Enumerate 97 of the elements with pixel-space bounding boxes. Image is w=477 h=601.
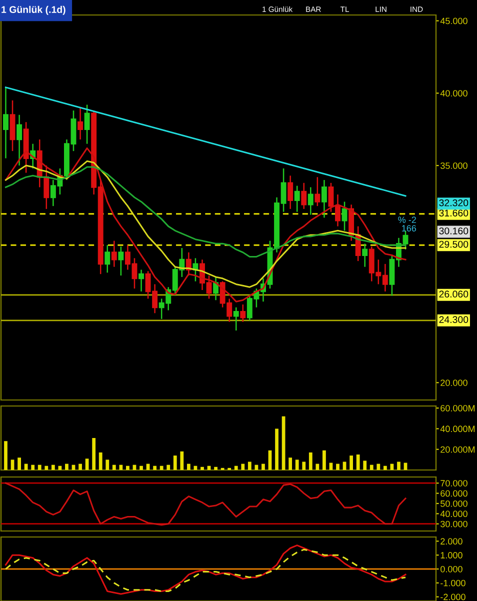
candlestick bbox=[233, 306, 239, 332]
ref-line-label: 31.660 bbox=[439, 210, 468, 216]
y-tick-label: 0.000 bbox=[440, 566, 462, 572]
candlestick bbox=[308, 186, 314, 216]
line-series bbox=[4, 482, 406, 526]
bar bbox=[180, 451, 184, 470]
bar bbox=[363, 460, 367, 470]
bar bbox=[248, 462, 252, 470]
ref-line-label: 26.060 bbox=[439, 290, 468, 298]
y-tick-label: 20.000 bbox=[440, 380, 468, 386]
bar bbox=[370, 464, 374, 470]
bar bbox=[119, 464, 123, 470]
candlestick bbox=[294, 185, 300, 212]
y-tick-label: 40.000 bbox=[440, 510, 468, 518]
candlestick bbox=[118, 246, 124, 276]
bar bbox=[126, 466, 130, 470]
bar bbox=[31, 464, 35, 470]
bar bbox=[85, 458, 89, 470]
candlestick bbox=[362, 243, 368, 268]
bar bbox=[308, 452, 312, 470]
y-tick-label: 60.000 bbox=[440, 490, 468, 497]
bar bbox=[356, 454, 360, 470]
y-tick-label: 45.000 bbox=[440, 18, 468, 24]
bar bbox=[166, 464, 170, 470]
candlestick bbox=[328, 182, 334, 212]
bar bbox=[153, 466, 156, 470]
bar bbox=[186, 464, 190, 470]
y-tick-label: -1.000 bbox=[440, 580, 466, 586]
y-tick-label: 50.000 bbox=[440, 500, 468, 507]
bar bbox=[295, 460, 299, 470]
bar bbox=[38, 464, 42, 470]
candlestick bbox=[3, 86, 8, 159]
y-tick-label: 30.000 bbox=[440, 520, 468, 528]
candlestick bbox=[301, 182, 307, 210]
text: 32.320 bbox=[439, 199, 468, 206]
candlestick bbox=[16, 114, 22, 166]
bar bbox=[322, 450, 326, 470]
candlestick bbox=[321, 179, 327, 218]
candlestick bbox=[78, 107, 84, 140]
candlestick bbox=[84, 104, 90, 144]
candlestick bbox=[240, 304, 246, 322]
bar bbox=[254, 464, 258, 470]
y-tick-label: 40.000 bbox=[440, 90, 468, 97]
candlestick bbox=[138, 269, 144, 292]
y-tick-label: 1.000 bbox=[440, 552, 462, 558]
bar bbox=[4, 441, 8, 470]
bar bbox=[383, 466, 387, 470]
bar bbox=[173, 456, 177, 470]
bar bbox=[262, 464, 265, 470]
annotation: 166 bbox=[402, 225, 416, 232]
bar bbox=[336, 464, 340, 470]
bar bbox=[106, 460, 110, 470]
ref-line-label: 24.300 bbox=[439, 316, 468, 324]
bar bbox=[342, 462, 346, 470]
candlestick bbox=[186, 252, 192, 276]
y-tick-label: 40.000M bbox=[440, 426, 475, 432]
ref-line-label: 29.500 bbox=[439, 240, 468, 248]
y-tick-label: 70.000 bbox=[440, 480, 468, 486]
y-tick-label: 20.000M bbox=[440, 446, 475, 453]
candlestick bbox=[44, 164, 50, 210]
bar bbox=[98, 452, 102, 470]
chart-title: 1 Günlük (.1d) bbox=[2, 6, 66, 15]
candlestick bbox=[111, 240, 117, 268]
y-tick-label: 35.000 bbox=[440, 162, 468, 169]
bar bbox=[275, 428, 278, 470]
bar bbox=[51, 464, 55, 470]
bar bbox=[160, 466, 164, 470]
y-tick-label: 2.000 bbox=[440, 538, 462, 545]
bar bbox=[376, 464, 380, 470]
bar bbox=[10, 460, 14, 470]
bar bbox=[44, 466, 48, 470]
bar bbox=[350, 456, 353, 470]
candlestick bbox=[104, 244, 110, 274]
bar bbox=[302, 462, 306, 470]
bar bbox=[18, 458, 21, 470]
candlestick bbox=[288, 175, 294, 210]
text: 30.160 bbox=[439, 227, 468, 234]
annotation: % -2 bbox=[398, 216, 416, 223]
bar bbox=[316, 464, 320, 470]
bar bbox=[397, 462, 400, 470]
candlestick bbox=[342, 201, 348, 232]
bar bbox=[200, 466, 204, 470]
bar bbox=[65, 464, 68, 470]
y-tick-label: -2.000 bbox=[440, 594, 466, 600]
bar bbox=[92, 438, 96, 470]
bar bbox=[214, 466, 218, 470]
candlestick bbox=[314, 176, 320, 207]
y-tick-label: 60.000M bbox=[440, 405, 475, 412]
bar bbox=[78, 464, 82, 470]
bar bbox=[241, 464, 245, 470]
candlestick bbox=[213, 276, 219, 301]
bar bbox=[140, 466, 143, 470]
bar bbox=[234, 466, 238, 470]
bar bbox=[24, 464, 28, 470]
bar bbox=[288, 458, 292, 470]
bar bbox=[112, 464, 116, 470]
candlestick bbox=[335, 194, 340, 227]
